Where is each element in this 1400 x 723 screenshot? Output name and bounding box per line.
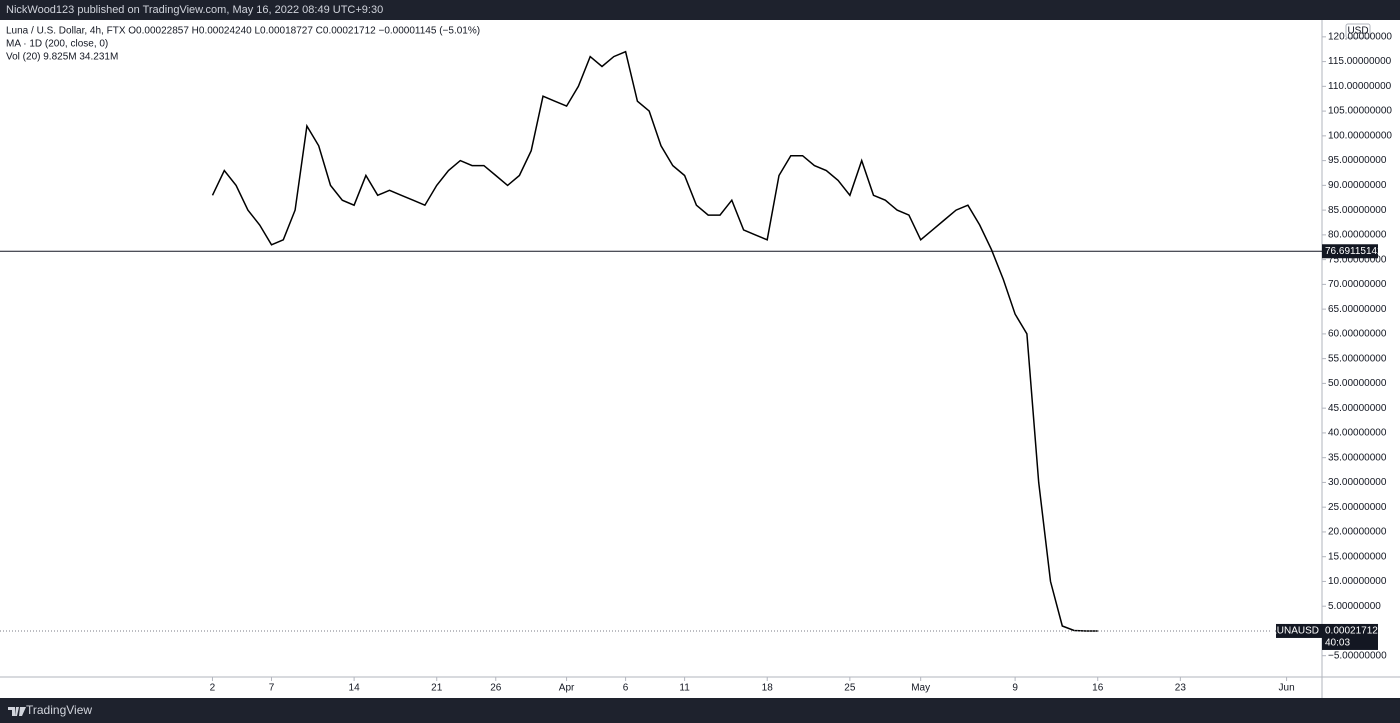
publisher-bar: NickWood123 published on TradingView.com…: [0, 0, 1400, 20]
price-line: [211, 50, 1098, 632]
level-label: 76.69115142: [1325, 246, 1383, 257]
x-tick-label: 2: [210, 683, 216, 694]
y-tick-label: 30.00000000: [1328, 477, 1387, 488]
footer-bar: TradingView: [0, 698, 1400, 723]
symbol-label: LUNAUSD: [1271, 626, 1319, 637]
legend-line: Vol (20) 9.825M 34.231M: [6, 52, 118, 63]
y-tick-label: 35.00000000: [1328, 452, 1387, 463]
x-tick-label: 11: [679, 683, 690, 694]
y-tick-label: 20.00000000: [1328, 527, 1387, 538]
y-tick-label: 50.00000000: [1328, 378, 1387, 389]
y-tick-label: 70.00000000: [1328, 279, 1387, 290]
x-tick-label: May: [911, 683, 930, 694]
x-tick-label: 9: [1012, 683, 1018, 694]
x-tick-label: 14: [349, 683, 361, 694]
y-tick-label: 120.00000000: [1328, 31, 1392, 42]
level-label-box: [1322, 244, 1378, 259]
chart: Luna / U.S. Dollar, 4h, FTX O0.00022857 …: [0, 20, 1400, 698]
symbol-box: [1276, 623, 1322, 638]
logo: [8, 707, 26, 716]
x-tick-label: 16: [1092, 683, 1104, 694]
x-tick-label: 6: [623, 683, 629, 694]
y-tick-label: 105.00000000: [1328, 106, 1392, 117]
y-tick-label: 95.00000000: [1328, 155, 1387, 166]
y-tick-label: 100.00000000: [1328, 130, 1392, 141]
y-tick-label: 15.00000000: [1328, 551, 1387, 562]
x-tick-label: 7: [269, 683, 275, 694]
y-tick-label: 75.00000000: [1328, 254, 1387, 265]
y-tick-label: 80.00000000: [1328, 230, 1387, 241]
y-tick-label: 60.00000000: [1328, 329, 1387, 340]
currency[interactable]: USD: [1347, 26, 1368, 37]
background: [0, 20, 1400, 698]
y-tick-label: 85.00000000: [1328, 205, 1387, 216]
y-tick-label: 40.00000000: [1328, 428, 1387, 439]
x-tick-label: 26: [490, 683, 502, 694]
x-tick-label: 18: [762, 683, 774, 694]
legend-line: Luna / U.S. Dollar, 4h, FTX O0.00022857 …: [6, 26, 480, 37]
y-tick-label: 45.00000000: [1328, 403, 1387, 414]
x-tick-label: Jun: [1279, 683, 1295, 694]
y-tick-label: 25.00000000: [1328, 502, 1387, 513]
y-tick-label: 115.00000000: [1328, 56, 1392, 67]
x-tick-label: 21: [431, 683, 443, 694]
y-tick-label: 55.00000000: [1328, 353, 1387, 364]
y-tick-label: 110.00000000: [1328, 81, 1392, 92]
y-tick-label: 10.00000000: [1328, 576, 1387, 587]
y-tick-label: 5.00000000: [1328, 601, 1381, 612]
y-tick-label: 65.00000000: [1328, 304, 1387, 315]
currency-box[interactable]: [1345, 23, 1371, 39]
publisher: NickWood123 published on TradingView.com…: [6, 4, 384, 16]
legend-line: MA · 1D (200, close, 0): [6, 39, 108, 50]
last-price-label: 0.00021712: [1325, 626, 1378, 637]
x-tick-label: Apr: [559, 683, 575, 694]
brand: TradingView: [26, 703, 93, 717]
countdown-label: 40:03: [1325, 638, 1350, 649]
last-price-box: [1322, 623, 1378, 650]
y-tick-label: −5.00000000: [1328, 650, 1387, 661]
x-tick-label: 25: [844, 683, 856, 694]
x-tick-label: 23: [1175, 683, 1187, 694]
y-tick-label: 90.00000000: [1328, 180, 1387, 191]
